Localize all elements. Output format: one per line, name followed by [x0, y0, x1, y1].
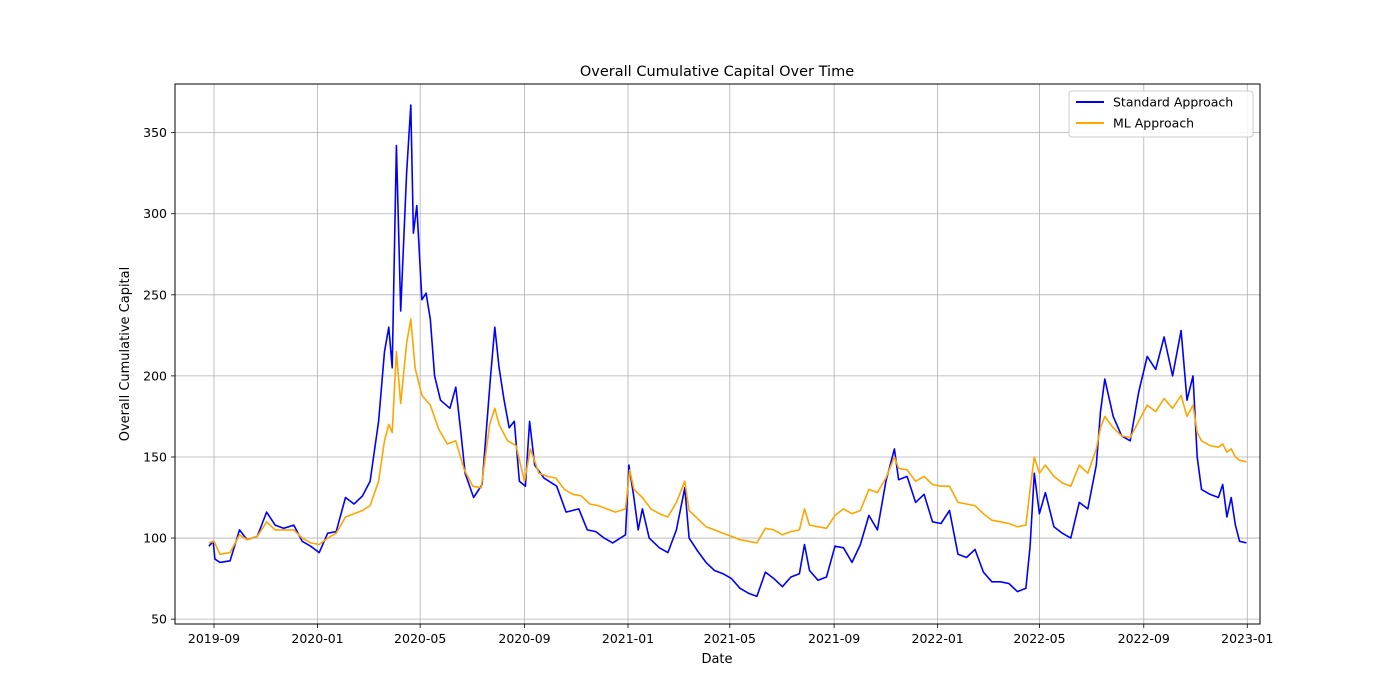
y-tick-label: 350: [143, 125, 167, 140]
legend-label-ml-approach: ML Approach: [1113, 116, 1194, 131]
x-tick-label: 2020-01: [291, 631, 343, 646]
series-layer: [208, 104, 1247, 598]
x-axis-label: Date: [701, 652, 732, 667]
standard-approach-line: [208, 104, 1247, 598]
y-tick-label: 100: [143, 531, 167, 546]
x-tick-label: 2020-05: [394, 631, 446, 646]
x-axis: 2019-09 2020-01 2020-05 2020-09 2021-01 2021-…: [188, 624, 1273, 646]
y-axis-label: Overall Cumulative Capital: [118, 267, 133, 442]
x-tick-label: 2022-09: [1118, 631, 1170, 646]
chart-title: Overall Cumulative Capital Over Time: [580, 64, 854, 80]
x-tick-label: 2020-09: [498, 631, 550, 646]
grid: [175, 84, 1260, 624]
x-tick-label: 2022-05: [1013, 631, 1065, 646]
x-tick-label: 2023-01: [1221, 631, 1273, 646]
y-tick-label: 250: [143, 287, 167, 302]
legend-label-standard-approach: Standard Approach: [1113, 95, 1233, 110]
x-tick-label: 2021-01: [602, 631, 654, 646]
x-tick-label: 2019-09: [188, 631, 240, 646]
y-axis: 50 100 150 200 250 300 350: [143, 125, 175, 627]
x-tick-label: 2022-01: [912, 631, 964, 646]
y-tick-label: 50: [151, 612, 167, 627]
y-tick-label: 150: [143, 449, 167, 464]
y-tick-label: 300: [143, 206, 167, 221]
legend: Standard Approach ML Approach: [1068, 90, 1254, 138]
legend-box: [1068, 90, 1254, 138]
ml-approach-line: [208, 318, 1247, 556]
x-tick-label: 2021-09: [808, 631, 860, 646]
x-tick-label: 2021-05: [704, 631, 756, 646]
y-tick-label: 200: [143, 368, 167, 383]
plot-frame: [174, 83, 1261, 625]
